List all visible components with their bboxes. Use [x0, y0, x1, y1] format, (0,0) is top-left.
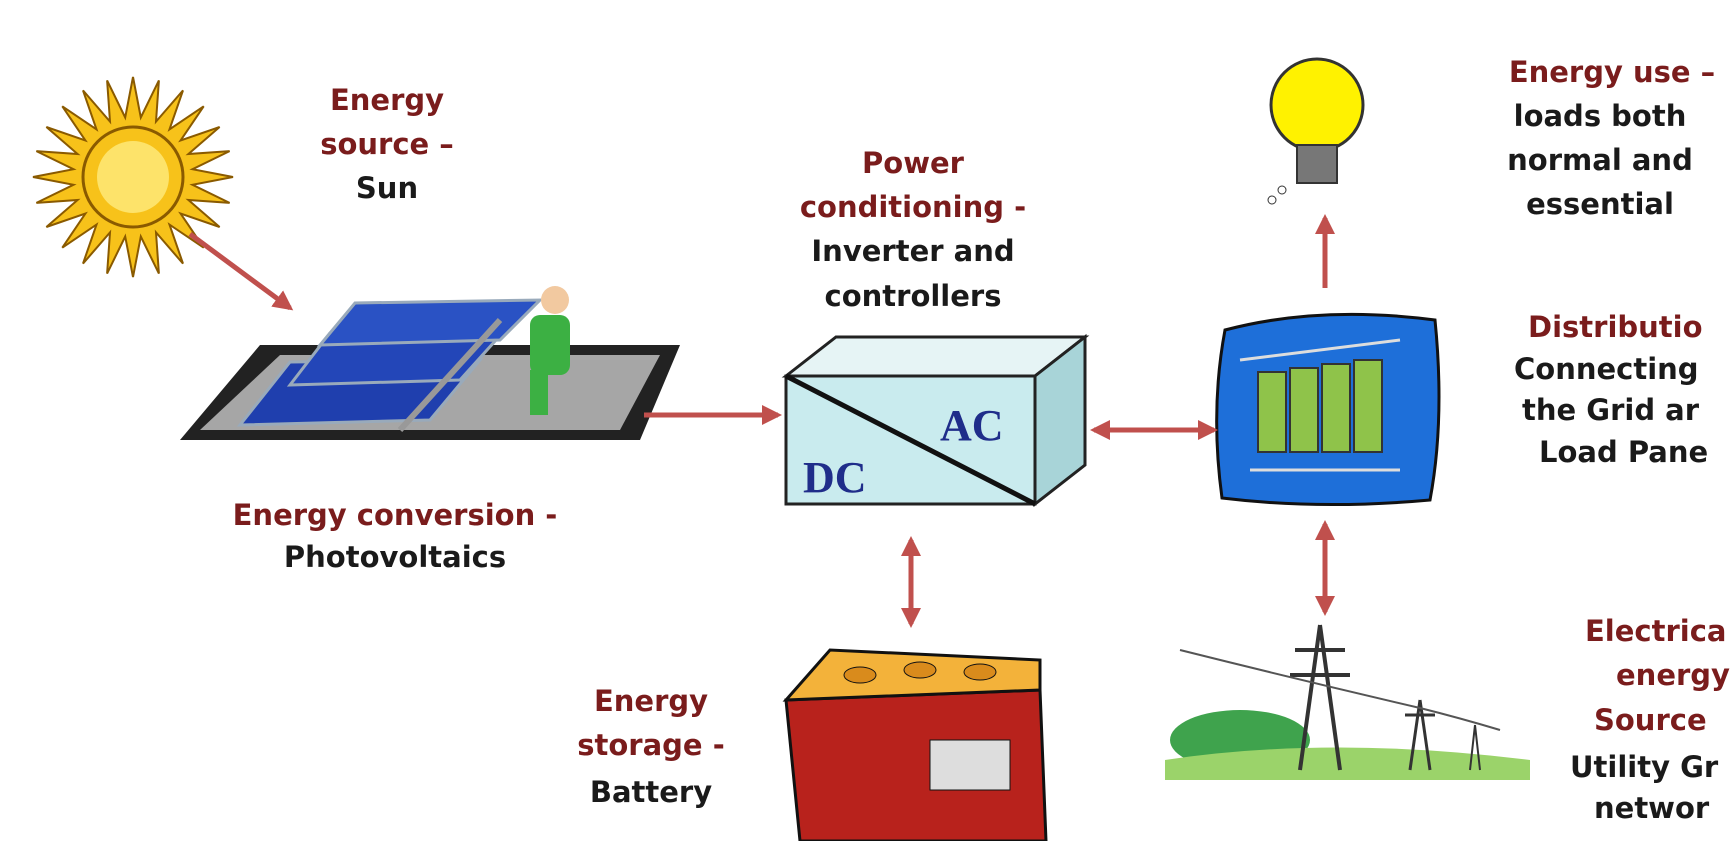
node-title: Energy: [594, 684, 708, 718]
dc-label: DC: [803, 453, 867, 502]
node-title: Distributio: [1528, 310, 1703, 344]
node-title: storage -: [577, 728, 724, 762]
inverter-box: AC DC: [786, 337, 1085, 504]
node-title: Energy conversion -: [233, 498, 558, 532]
node-desc: loads both: [1514, 99, 1687, 133]
node-title: source –: [320, 127, 454, 161]
node-desc: normal and: [1507, 143, 1693, 177]
node-desc: essential: [1526, 187, 1674, 221]
node-title: Source: [1594, 703, 1707, 737]
diagram: AC DC: [0, 0, 1736, 841]
battery-icon: [786, 650, 1046, 841]
node-title: conditioning -: [800, 190, 1026, 224]
distribution-panel-icon: [1217, 314, 1439, 504]
node-desc: Connecting: [1514, 352, 1699, 386]
node-title: energy: [1616, 658, 1730, 692]
node-desc: Utility Gr: [1570, 750, 1719, 784]
node-desc: networ: [1594, 791, 1710, 825]
node-title: Energy use –: [1509, 55, 1715, 89]
sun-icon: [33, 77, 233, 277]
node-desc: the Grid ar: [1522, 393, 1700, 427]
bulb-icon: [1268, 59, 1363, 204]
ac-label: AC: [940, 401, 1004, 450]
node-desc: controllers: [825, 279, 1002, 313]
node-desc: Sun: [356, 171, 418, 205]
solar-panel-icon: [180, 286, 680, 440]
node-desc: Battery: [590, 775, 712, 809]
node-desc: Photovoltaics: [284, 540, 506, 574]
node-desc: Inverter and: [811, 234, 1014, 268]
node-desc: Load Pane: [1539, 435, 1708, 469]
power-grid-icon: [1165, 625, 1530, 780]
node-title: Electrica: [1585, 614, 1726, 648]
node-title: Power: [862, 146, 965, 180]
node-title: Energy: [330, 83, 444, 117]
